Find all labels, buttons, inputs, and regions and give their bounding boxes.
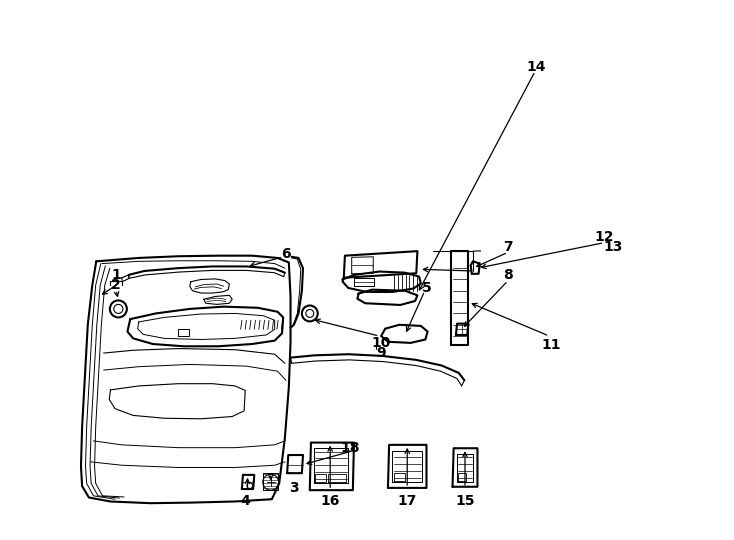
Text: 8: 8 [504, 268, 513, 282]
Text: 17: 17 [398, 495, 417, 509]
Text: 10: 10 [371, 336, 390, 350]
Text: 18: 18 [340, 441, 360, 455]
Text: 15: 15 [455, 495, 475, 509]
Text: 16: 16 [321, 495, 340, 509]
Text: 11: 11 [542, 338, 561, 352]
Text: 4: 4 [240, 495, 250, 509]
Text: 13: 13 [603, 240, 623, 254]
Text: 3: 3 [289, 481, 299, 495]
Text: 2: 2 [112, 278, 121, 292]
Text: 6: 6 [281, 247, 291, 261]
Text: 12: 12 [595, 230, 614, 244]
Text: 1: 1 [112, 268, 121, 282]
Text: 9: 9 [377, 346, 386, 360]
Text: 7: 7 [504, 240, 513, 254]
Text: 5: 5 [421, 281, 432, 295]
Text: 14: 14 [526, 60, 546, 74]
